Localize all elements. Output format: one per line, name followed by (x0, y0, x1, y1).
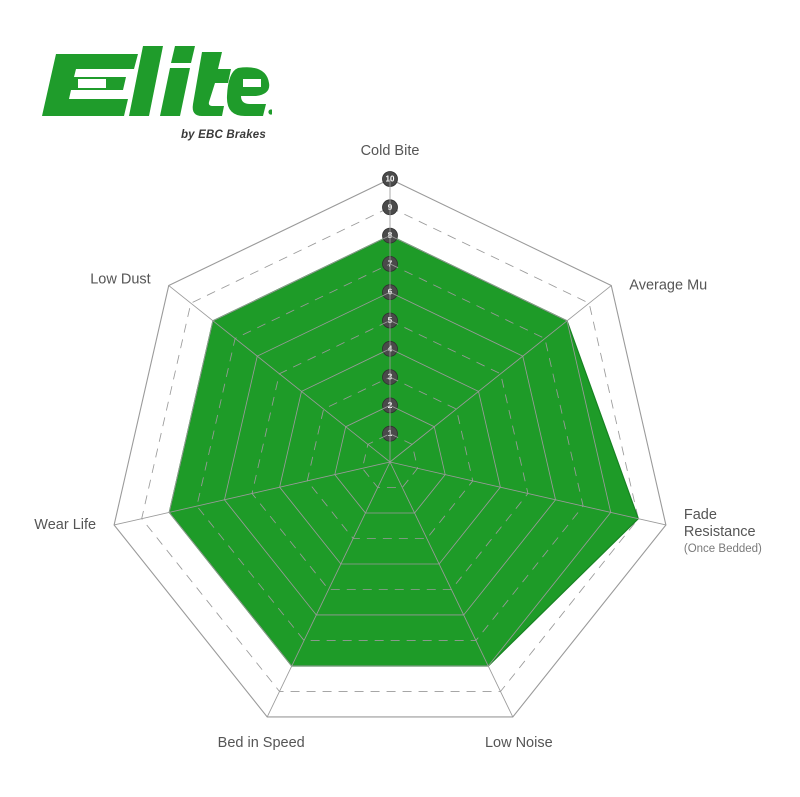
elite-logo-mark (42, 46, 272, 116)
axis-label-low-dust: Low Dust (90, 272, 150, 288)
axis-label-fade-resistance: Fade Resistance (Once Bedded) (684, 507, 762, 555)
brand-tagline: by EBC Brakes (180, 129, 266, 141)
radar-gridlines (113, 178, 667, 718)
axis-label-cold-bite: Cold Bite (361, 143, 420, 159)
axis-label-wear-life: Wear Life (34, 517, 96, 533)
radar-gridlines-overlay (114, 179, 666, 718)
axis-label-average-mu: Average Mu (629, 278, 707, 294)
axis-label-low-noise: Low Noise (485, 735, 553, 751)
axis-label-bed-in-speed: Bed in Speed (218, 735, 305, 751)
brand-logo: by EBC Brakes (42, 38, 272, 143)
radar-axis-labels: Cold Bite Average Mu Fade Resistance (Once B… (34, 143, 762, 751)
